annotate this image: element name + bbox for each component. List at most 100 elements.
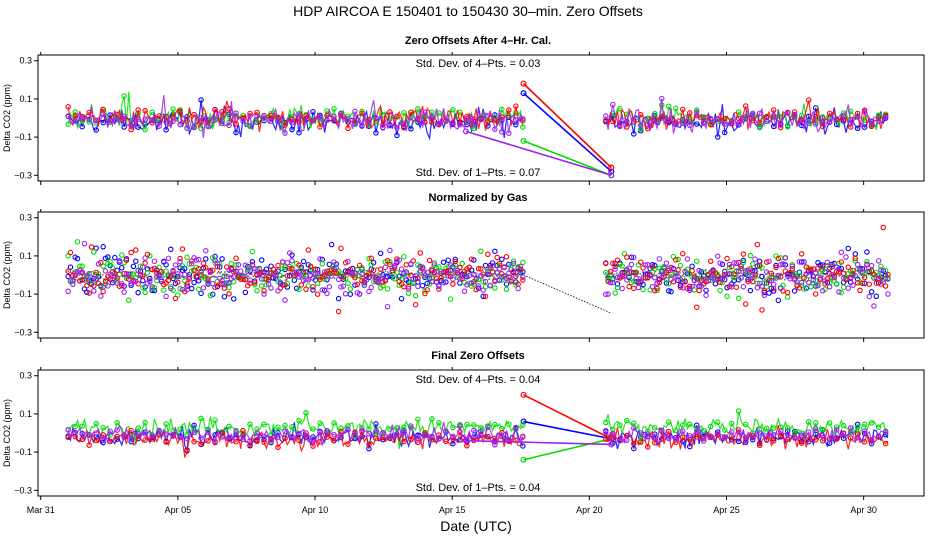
series-gas2 bbox=[65, 408, 889, 463]
series-point bbox=[177, 434, 183, 441]
series-point bbox=[515, 285, 521, 292]
normalized-point bbox=[485, 274, 488, 276]
series-point bbox=[338, 425, 344, 432]
series-point bbox=[142, 107, 148, 114]
series-point bbox=[79, 263, 85, 269]
series-point bbox=[492, 126, 498, 132]
series-point bbox=[680, 250, 686, 257]
normalized-point bbox=[71, 271, 73, 274]
series-point bbox=[436, 120, 442, 127]
series-point bbox=[186, 274, 193, 280]
series-point bbox=[282, 282, 288, 288]
series-point bbox=[324, 427, 330, 434]
normalized-point bbox=[638, 276, 640, 278]
series-point bbox=[305, 247, 312, 253]
series-point bbox=[610, 279, 616, 286]
series-point bbox=[107, 117, 113, 124]
series-point bbox=[700, 438, 707, 444]
series-gap-point bbox=[462, 437, 469, 444]
series-point bbox=[478, 273, 484, 279]
series-point bbox=[349, 270, 356, 276]
normalized-point bbox=[179, 277, 182, 279]
series-point bbox=[380, 429, 386, 436]
series-point bbox=[67, 249, 74, 256]
series-point bbox=[310, 287, 316, 293]
normalized-point bbox=[205, 274, 208, 277]
series-point bbox=[819, 438, 826, 444]
series-point bbox=[265, 274, 272, 281]
series-point bbox=[603, 419, 609, 426]
series-point bbox=[836, 269, 842, 275]
series-point bbox=[93, 269, 99, 276]
series-point bbox=[700, 269, 707, 276]
series-point bbox=[184, 435, 190, 442]
normalized-point bbox=[250, 273, 252, 275]
series-point bbox=[845, 264, 852, 270]
normalized-point bbox=[375, 267, 378, 269]
series-point bbox=[645, 444, 651, 450]
series-point bbox=[742, 113, 749, 120]
series-point bbox=[419, 264, 426, 271]
series-point bbox=[219, 256, 225, 262]
series-point bbox=[380, 282, 386, 289]
series-point bbox=[875, 258, 882, 264]
normalized-point bbox=[248, 273, 251, 276]
series-point bbox=[452, 256, 458, 263]
series-point bbox=[412, 273, 419, 279]
series-point bbox=[673, 121, 679, 128]
series-point bbox=[735, 429, 742, 435]
normalized-point bbox=[802, 273, 805, 276]
normalized-point bbox=[783, 278, 786, 281]
normalized-point bbox=[220, 271, 223, 273]
panel-3-plot-area bbox=[37, 369, 925, 497]
series-point bbox=[240, 436, 246, 443]
series-point bbox=[135, 425, 141, 431]
series-point bbox=[666, 435, 672, 442]
normalized-point bbox=[723, 275, 726, 277]
series-point bbox=[373, 435, 379, 441]
series-point bbox=[673, 257, 679, 263]
series-point bbox=[638, 430, 644, 436]
series-gas4 bbox=[65, 240, 891, 310]
series-point bbox=[513, 424, 519, 431]
series-point bbox=[303, 286, 309, 293]
series-point bbox=[345, 441, 351, 447]
series-point bbox=[520, 277, 526, 283]
series-point bbox=[492, 117, 498, 123]
series-point bbox=[666, 419, 672, 425]
series-point bbox=[102, 278, 109, 285]
series-point bbox=[478, 432, 484, 439]
series-point bbox=[652, 434, 658, 441]
normalized-point bbox=[874, 274, 876, 277]
series-point bbox=[175, 279, 181, 285]
series-point bbox=[158, 276, 165, 283]
series-point bbox=[163, 119, 169, 125]
normalized-point bbox=[189, 275, 192, 277]
normalized-point bbox=[388, 276, 390, 279]
series-point bbox=[742, 301, 749, 307]
series-point bbox=[240, 276, 246, 282]
series-point bbox=[338, 112, 344, 119]
series-point bbox=[520, 434, 526, 440]
series-point bbox=[195, 256, 202, 263]
series-point bbox=[443, 438, 449, 445]
x-tick-label: Apr 10 bbox=[302, 505, 329, 515]
series-point bbox=[223, 273, 230, 280]
normalized-point bbox=[758, 276, 760, 279]
series-point bbox=[86, 442, 92, 448]
series-point bbox=[263, 282, 270, 288]
series-point bbox=[319, 261, 326, 267]
series-point bbox=[436, 419, 442, 426]
series-point bbox=[885, 275, 891, 281]
series-point bbox=[226, 284, 232, 291]
series-point bbox=[742, 103, 749, 109]
normalized-point bbox=[856, 277, 859, 279]
series-point bbox=[142, 126, 148, 133]
series-point bbox=[74, 239, 81, 245]
series-point bbox=[735, 120, 742, 126]
series-point bbox=[659, 95, 665, 102]
normalized-point bbox=[792, 273, 795, 275]
panel-3-y-axis: −0.3 −0.1 0.1 0.3 bbox=[14, 371, 38, 495]
normalized-point bbox=[405, 275, 408, 277]
series-point bbox=[796, 285, 803, 291]
